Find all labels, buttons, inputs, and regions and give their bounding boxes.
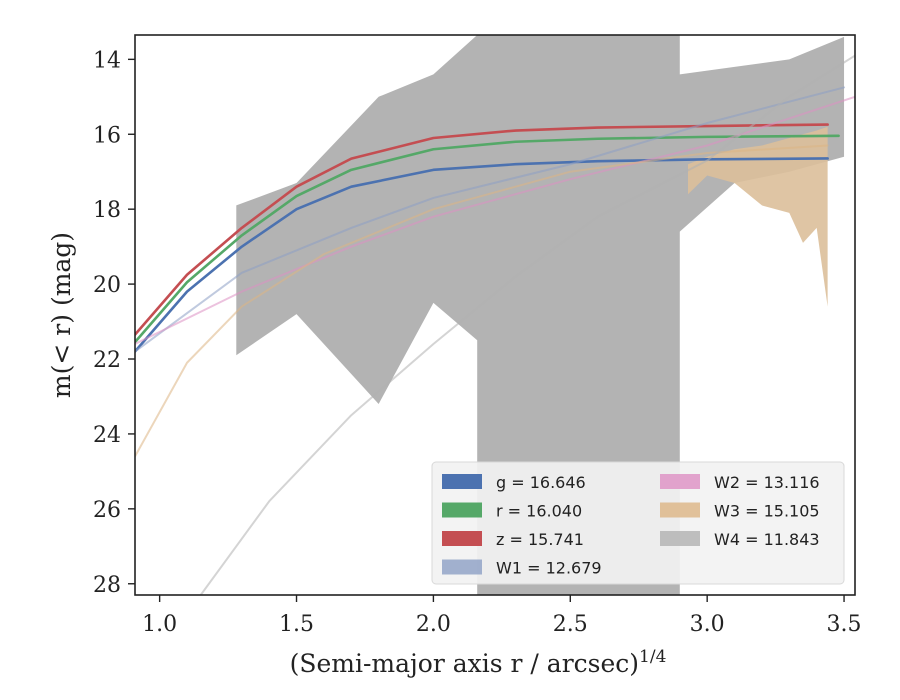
x-axis-ticks: 1.0 1.5 2.0 2.5 3.0 3.5 [142,595,862,637]
series-line-z [135,123,829,336]
y-tick-label: 28 [93,573,121,598]
legend-box [431,461,845,585]
x-tick-label: 1.0 [142,612,177,637]
series-line-w4 [199,54,855,595]
x-tick-label: 2.0 [416,612,451,637]
plot-frame [134,34,856,596]
legend-swatch-w4 [660,531,700,546]
x-tick-label: 1.5 [279,612,314,637]
legend-label-w1: W1 = 12.679 [496,559,602,578]
y-tick-label: 16 [93,123,121,148]
y-tick-label: 20 [93,273,121,298]
y-tick-label: 22 [93,348,121,373]
legend-label-r: r = 16.040 [496,502,582,521]
y-axis-label: m(< r) (mag) [47,232,76,398]
series-line-r [135,134,840,344]
x-tick-label: 2.5 [553,612,588,637]
x-axis-label-superscript: 1/4 [639,647,666,667]
legend-swatch-g [442,474,482,489]
legend-label-w3: W3 = 15.105 [714,502,820,521]
series-line-w2 [135,95,855,346]
legend-swatch-w2 [660,474,700,489]
legend-label-w2: W2 = 13.116 [714,473,820,492]
x-tick-label: 3.0 [690,612,725,637]
x-axis-label: (Semi-major axis r / arcsec)1/4 [290,647,667,678]
series-line-w1 [135,86,846,353]
legend-swatch-z [442,531,482,546]
y-tick-label: 24 [93,423,121,448]
uncertainty-bands [236,35,845,595]
legend-label-g: g = 16.646 [496,473,586,492]
legend-swatch-w3 [660,502,700,518]
series-lines [135,54,855,595]
legend: g = 16.646 r = 16.040 z = 15.741 W1 = 12.67… [431,461,845,585]
legend-label-w4: W4 = 11.843 [714,530,820,549]
legend-label-z: z = 15.741 [496,530,584,549]
legend-swatch-w1 [442,559,482,575]
y-tick-label: 14 [93,48,121,73]
y-tick-label: 26 [93,498,121,523]
x-tick-label: 3.5 [827,612,862,637]
band-w3 [688,126,828,307]
series-line-w3 [135,144,829,458]
legend-swatch-r [442,502,482,518]
y-tick-label: 18 [93,198,121,223]
y-axis-ticks: 14 16 18 20 22 24 26 28 [93,48,135,598]
